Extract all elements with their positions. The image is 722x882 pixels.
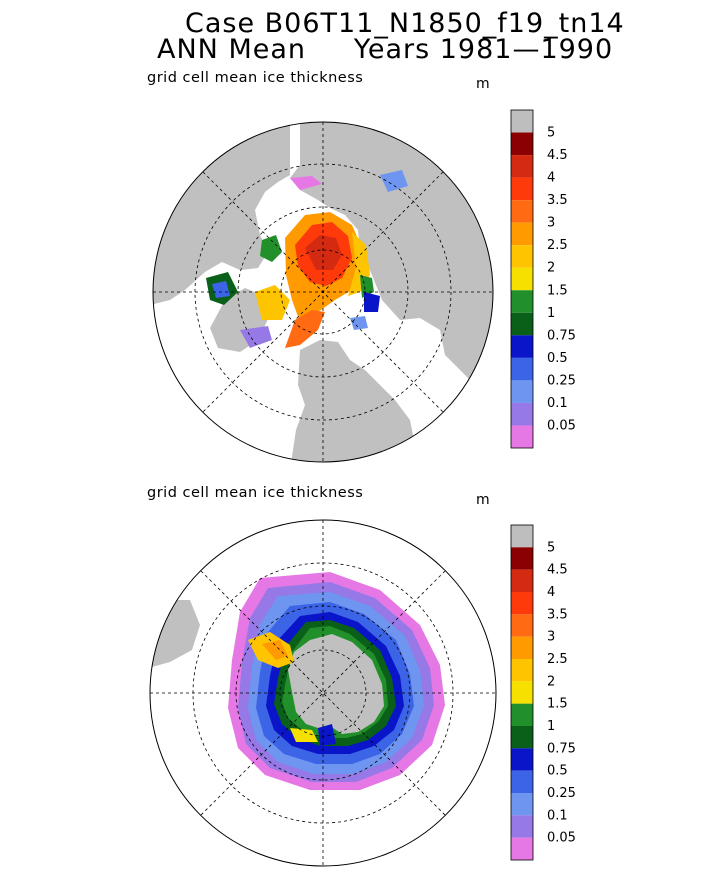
north-colorbar-frame bbox=[510, 109, 534, 449]
south-colorbar-level-label: 1 bbox=[547, 719, 555, 734]
north-colorbar-level-label: 3 bbox=[547, 216, 555, 231]
south-colorbar-swatch-11 bbox=[511, 770, 533, 793]
north-colorbar-swatch-3 bbox=[511, 177, 533, 201]
north-land-europe bbox=[290, 340, 420, 462]
south-colorbar-swatch-7 bbox=[511, 681, 533, 704]
south-colorbar-swatch-4 bbox=[511, 614, 533, 637]
south-colorbar-level-label: 2.5 bbox=[547, 652, 568, 667]
north-colorbar-swatch-9 bbox=[511, 312, 533, 336]
south-colorbar-level-label: 0.25 bbox=[547, 786, 576, 801]
south-map-boundary bbox=[149, 519, 497, 867]
north-colorbar-level-label: 0.1 bbox=[547, 396, 568, 411]
south-colorbar-swatch-14 bbox=[511, 837, 533, 860]
north-ice-green-edge bbox=[260, 235, 374, 298]
south-land-antarctica bbox=[288, 634, 384, 734]
south-ice-ross-yellow bbox=[290, 728, 318, 742]
north-colorbar-level-label: 5 bbox=[547, 126, 555, 141]
south-ice-ross-blue bbox=[318, 724, 336, 746]
south-colorbar: 5 4.5 4 3.5 3 2.5 2 1.5 1 0.75 0.5 0.25 0.1 0.05 bbox=[510, 524, 576, 861]
north-colorbar-swatch-2 bbox=[511, 155, 533, 178]
south-colorbar-level-label: 0.75 bbox=[547, 741, 576, 756]
north-colorbar-swatch-6 bbox=[511, 245, 533, 268]
south-graticule bbox=[150, 520, 496, 866]
north-colorbar-level-label: 0.75 bbox=[547, 328, 576, 343]
north-colorbar: 5 4.5 4 3.5 3 2.5 2 1.5 1 0.75 0.5 0.25 0.1 0.05 bbox=[510, 109, 576, 449]
south-colorbar-level-label: 4 bbox=[547, 585, 555, 600]
figure-title-line-2: ANN Mean Years 1981—1990 bbox=[157, 34, 614, 65]
south-colorbar-swatch-0 bbox=[511, 525, 533, 548]
south-panel-subtitle: grid cell mean ice thickness bbox=[147, 485, 364, 501]
north-colorbar-level-label: 1 bbox=[547, 306, 555, 321]
south-colorbar-level-label: 5 bbox=[547, 540, 555, 555]
north-colorbar-swatch-4 bbox=[511, 200, 533, 223]
north-land-eurasia bbox=[290, 122, 493, 420]
south-colorbar-level-label: 1.5 bbox=[547, 697, 568, 712]
north-ice-baffin bbox=[255, 285, 290, 320]
south-ice-weddell-orange bbox=[262, 640, 288, 660]
south-colorbar-level-label: 0.5 bbox=[547, 764, 568, 779]
south-colorbar-level-label: 4.5 bbox=[547, 563, 568, 578]
south-colorbar-level-label: 0.1 bbox=[547, 808, 568, 823]
north-colorbar-swatch-13 bbox=[511, 402, 533, 426]
south-colorbar-swatch-13 bbox=[511, 815, 533, 838]
north-colorbar-level-label: 3.5 bbox=[547, 193, 568, 208]
south-colorbar-swatch-8 bbox=[511, 703, 533, 726]
south-colorbar-level-label: 0.05 bbox=[547, 831, 576, 846]
south-colorbar-swatch-1 bbox=[511, 547, 533, 570]
north-ice-bering bbox=[290, 176, 322, 190]
south-colorbar-level-label: 2 bbox=[547, 674, 555, 689]
south-colorbar-level-label: 3.5 bbox=[547, 607, 568, 622]
north-colorbar-level-label: 2.5 bbox=[547, 238, 568, 253]
north-ice-barents bbox=[285, 310, 325, 348]
north-colorbar-swatch-7 bbox=[511, 267, 533, 291]
north-colorbar-level-label: 1.5 bbox=[547, 283, 568, 298]
north-colorbar-swatch-14 bbox=[511, 425, 533, 448]
south-colorbar-swatch-2 bbox=[511, 569, 533, 592]
north-colorbar-level-label: 0.25 bbox=[547, 373, 576, 388]
north-colorbar-level-label: 4.5 bbox=[547, 148, 568, 163]
south-polar-map bbox=[149, 519, 497, 867]
south-colorbar-swatch-9 bbox=[511, 726, 533, 749]
north-ice-kara bbox=[364, 292, 380, 312]
south-panel-unit: m bbox=[476, 492, 490, 508]
figure-title-line-1: Case B06T11_N1850_f19_tn14 bbox=[185, 8, 625, 39]
north-colorbar-swatch-8 bbox=[511, 290, 533, 313]
north-map-boundary bbox=[152, 121, 494, 463]
north-colorbar-swatch-11 bbox=[511, 357, 533, 381]
north-colorbar-swatch-1 bbox=[511, 132, 533, 156]
south-colorbar-swatch-5 bbox=[511, 636, 533, 659]
north-colorbar-level-label: 0.5 bbox=[547, 351, 568, 366]
north-panel-subtitle: grid cell mean ice thickness bbox=[147, 70, 364, 86]
south-colorbar-swatch-3 bbox=[511, 592, 533, 615]
north-colorbar-swatch-0 bbox=[511, 110, 533, 133]
north-ice-okhotsk bbox=[380, 170, 408, 192]
south-colorbar-swatch-6 bbox=[511, 659, 533, 682]
north-colorbar-level-label: 4 bbox=[547, 171, 555, 186]
north-ice-max bbox=[305, 235, 342, 270]
south-colorbar-frame bbox=[510, 524, 534, 861]
north-graticule bbox=[153, 122, 493, 462]
north-colorbar-swatch-5 bbox=[511, 222, 533, 246]
south-colorbar-swatch-12 bbox=[511, 793, 533, 816]
north-ice-hudson-blue bbox=[212, 281, 230, 298]
north-ice-labrador bbox=[240, 326, 272, 348]
north-colorbar-swatch-10 bbox=[511, 335, 533, 358]
north-colorbar-level-label: 0.05 bbox=[547, 418, 576, 433]
south-colorbar-swatch-10 bbox=[511, 748, 533, 771]
north-polar-map bbox=[152, 121, 494, 463]
north-colorbar-swatch-12 bbox=[511, 380, 533, 403]
north-colorbar-level-label: 2 bbox=[547, 261, 555, 276]
north-panel-unit: m bbox=[476, 76, 490, 92]
south-colorbar-level-label: 3 bbox=[547, 630, 555, 645]
